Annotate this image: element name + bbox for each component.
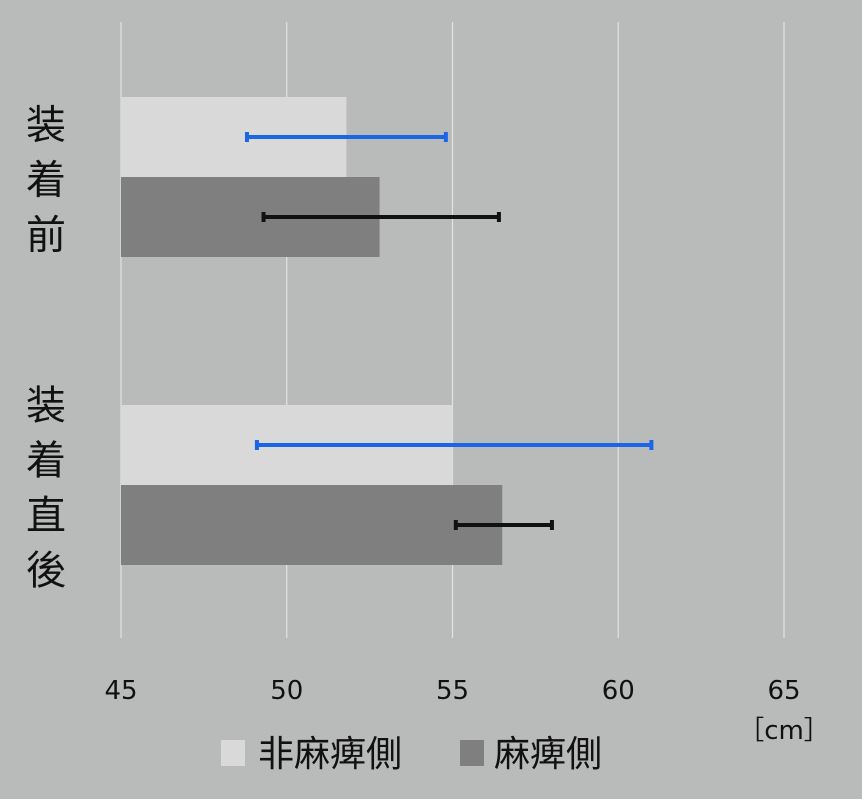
x-tick-label-60: 60 [602,676,635,706]
x-tick-label-55: 55 [436,676,469,706]
category-label-after: 装着直後 [26,383,66,594]
category-label-before: 装着前 [26,103,66,259]
error-bars [244,132,654,530]
error-bar-affected-after [453,520,554,530]
error-bar-unaffected-before [244,132,448,142]
legend-swatch-affected [460,740,484,766]
bars [121,97,503,565]
legend-label-unaffected: 非麻痺側 [258,734,402,775]
error-bar-unaffected-after [254,440,654,450]
unit-label: ［cm］ [738,716,830,746]
x-tick-label-50: 50 [270,676,303,706]
legend-label-affected: 麻痺側 [494,734,602,775]
legend-swatch-unaffected [221,740,245,766]
bar-affected-after [121,485,503,565]
x-tick-label-45: 45 [104,676,137,706]
x-tick-labels: 45 50 55 60 65 [104,676,800,706]
legend: 非麻痺側 麻痺側 [221,734,602,775]
x-tick-label-65: 65 [767,676,800,706]
error-bar-affected-before [261,212,501,222]
